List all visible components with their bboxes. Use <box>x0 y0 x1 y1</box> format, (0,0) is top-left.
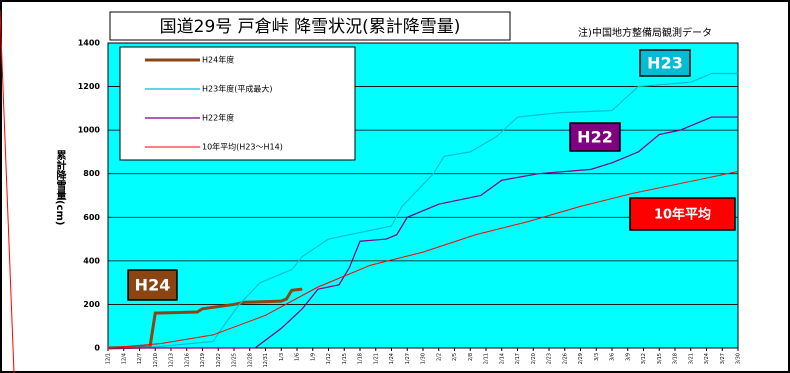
y-tick-label: 200 <box>83 300 100 309</box>
note: 注)中国地方整備局観測データ <box>578 26 712 39</box>
x-tick-label: 2/14 <box>499 353 505 364</box>
x-tick-label: 12/1 <box>106 353 112 364</box>
y-tick-label: 400 <box>83 256 100 265</box>
x-tick-label: 2/2 <box>436 353 442 361</box>
annotation-box <box>127 269 178 301</box>
x-tick-label: 12/19 <box>200 353 206 367</box>
x-tick-label: 12/4 <box>121 353 127 364</box>
x-tick-label: 3/30 <box>736 353 742 364</box>
y-tick-label: 600 <box>83 213 100 222</box>
annotation-text: H23 <box>647 54 683 73</box>
x-tick-label: 1/3 <box>279 353 285 361</box>
x-tick-label: 2/8 <box>468 353 474 361</box>
x-tick-label: 3/12 <box>641 353 647 364</box>
x-tick-label: 3/21 <box>688 353 694 364</box>
series-line <box>108 116 738 349</box>
y-tick-label: 1400 <box>78 39 101 48</box>
chart-title: 国道29号 戸倉峠 降雪状況(累計降雪量) <box>160 17 461 37</box>
y-tick-label: 1000 <box>78 126 101 135</box>
x-tick-label: 3/3 <box>594 353 600 361</box>
x-tick-label: 1/30 <box>421 353 427 364</box>
x-tick-label: 3/27 <box>720 353 726 364</box>
x-tick-label: 12/16 <box>184 353 190 367</box>
x-tick-label: 1/9 <box>310 353 316 361</box>
x-tick-label: 3/6 <box>610 353 616 361</box>
x-tick-label: 2/20 <box>531 353 537 364</box>
annotation-text: H24 <box>135 276 171 295</box>
annotation-text: H22 <box>577 128 613 147</box>
x-tick-label: 2/11 <box>484 353 490 364</box>
series-line <box>107 287 303 350</box>
title-box <box>109 11 511 41</box>
series-line <box>107 72 738 349</box>
x-tick-label: 12/22 <box>216 353 222 367</box>
x-tick-label: 12/25 <box>232 353 238 367</box>
legend-label: H24年度 <box>202 55 234 65</box>
annotation-box <box>569 122 621 152</box>
legend-box <box>119 46 356 161</box>
x-tick-label: 3/15 <box>657 353 663 364</box>
series-line <box>107 171 739 349</box>
y-axis-label: 累計降雪量(cm) <box>54 150 66 226</box>
x-tick-label: 12/13 <box>169 353 175 367</box>
annotation-box <box>639 49 691 77</box>
x-tick-label: 12/7 <box>137 353 143 364</box>
x-tick-label: 2/5 <box>452 353 458 361</box>
x-tick-label: 12/28 <box>247 353 253 367</box>
x-tick-label: 1/6 <box>295 353 301 361</box>
legend-label: H22年度 <box>202 113 234 123</box>
x-tick-label: 2/29 <box>578 353 584 364</box>
pointer-line <box>0 9 15 373</box>
x-tick-label: 2/17 <box>515 353 521 364</box>
x-tick-label: 1/15 <box>342 353 348 364</box>
x-tick-label: 2/26 <box>562 353 568 364</box>
x-tick-label: 1/24 <box>389 353 395 364</box>
y-tick-label: 0 <box>94 344 100 353</box>
annotation-text: 10年平均 <box>654 207 711 223</box>
y-axis-label-text: 累計降雪量(cm) <box>54 150 66 226</box>
legend-label: 10年平均(H23～H14) <box>202 142 283 152</box>
x-tick-label: 12/10 <box>153 353 159 367</box>
legend-label: H23年度(平成最大) <box>202 84 272 94</box>
x-tick-label: 12/31 <box>263 353 269 367</box>
annotation-box <box>629 197 736 231</box>
x-tick-label: 3/24 <box>704 353 710 364</box>
x-tick-label: 1/18 <box>358 353 364 364</box>
x-tick-label: 2/23 <box>547 353 553 364</box>
x-tick-label: 1/12 <box>326 353 332 364</box>
x-tick-label: 3/18 <box>673 353 679 364</box>
x-tick-label: 1/21 <box>373 353 379 364</box>
y-tick-label: 1200 <box>78 82 101 91</box>
x-tick-label: 3/9 <box>625 353 631 361</box>
x-tick-label: 1/27 <box>405 353 411 364</box>
y-tick-label: 800 <box>83 169 100 178</box>
